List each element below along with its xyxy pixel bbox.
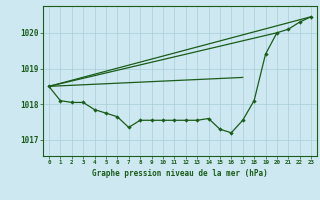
X-axis label: Graphe pression niveau de la mer (hPa): Graphe pression niveau de la mer (hPa) <box>92 169 268 178</box>
